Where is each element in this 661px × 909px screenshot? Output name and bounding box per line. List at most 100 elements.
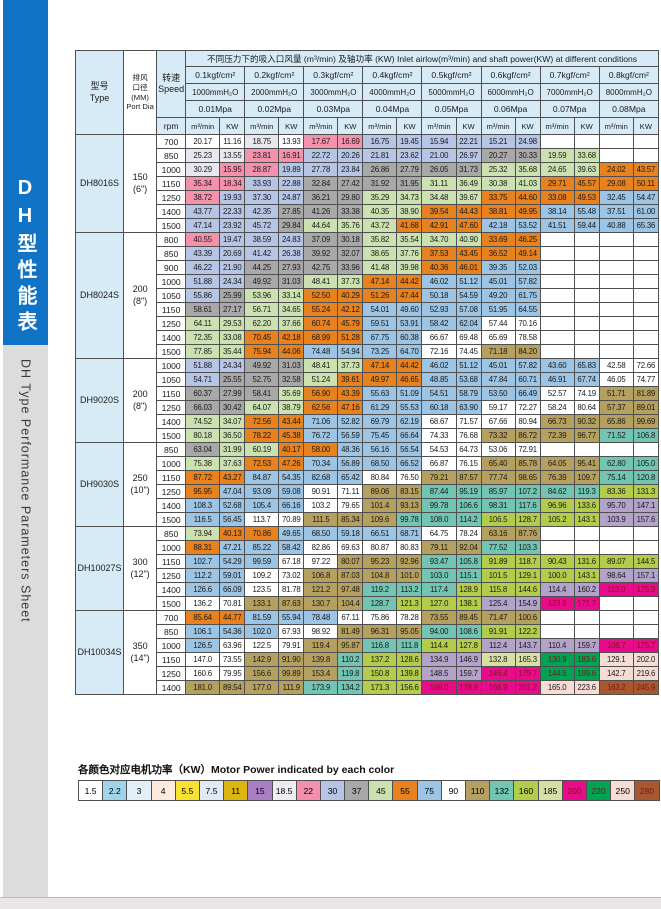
legend-swatch: 18.5 (272, 780, 297, 801)
flow-value-cell: 30.38 (480, 176, 516, 191)
power-value-cell: 52.68 (219, 498, 246, 513)
flow-value-cell: 41.51 (539, 218, 575, 233)
flow-value-cell: 15.21 (480, 134, 516, 149)
power-value-cell: 201.2 (514, 680, 541, 695)
flow-value-cell: 116.8 (362, 638, 398, 653)
power-value-cell: 44.60 (514, 190, 541, 205)
header-row: 0.01Mpa 0.02Mpa 0.03Mpa 0.04Mpa 0.05Mpa 0.06M… (76, 100, 660, 118)
power-value-cell: 57.82 (514, 358, 541, 373)
table-row: 1150 102.7 54.29 99.59 67.18 97.22 80.07 95.23 9… (76, 554, 660, 569)
flow-value-cell: 108.0 (421, 512, 457, 527)
flow-value-cell: 33.93 (244, 176, 280, 191)
flow-value-cell: 40.36 (421, 260, 457, 275)
power-value-cell: 35.44 (219, 344, 246, 359)
speed-cell: 1400 (156, 330, 187, 345)
power-value-cell (632, 260, 660, 275)
power-value-cell: 53.52 (514, 218, 541, 233)
flow-value-cell: 48.41 (303, 358, 339, 373)
flow-value-cell: 58.00 (303, 442, 339, 457)
flow-value-cell: 90.91 (303, 484, 339, 499)
speed-cell: 1000 (156, 358, 187, 373)
table-row: 1500 116.5 56.45 113.7 70.89 111.5 85.34 109.6 9… (76, 512, 660, 527)
sidebar-blue-band: DH型性能表 (3, 0, 48, 345)
legend-swatch: 4 (151, 780, 176, 801)
flow-value-cell: 98.64 (598, 568, 634, 583)
power-value-cell: 43.39 (337, 386, 364, 401)
flow-value-cell: 89.07 (598, 554, 634, 569)
flow-value-cell: 15.94 (421, 134, 457, 149)
flow-value-cell (539, 344, 575, 359)
header-mmh2o: 4000mmH₂O (362, 83, 423, 101)
power-value-cell: 108.6 (455, 624, 482, 639)
power-value-cell: 23.62 (396, 148, 423, 163)
power-value-cell: 51.12 (455, 274, 482, 289)
legend-swatch: 185 (538, 780, 563, 801)
power-value-cell: 78.24 (455, 526, 482, 541)
power-value-cell: 33.08 (219, 330, 246, 345)
flow-value-cell: 87.44 (421, 484, 457, 499)
power-value-cell (573, 610, 600, 625)
header-kgf: 0.8kgf/cm² (598, 66, 660, 84)
power-value-cell: 57.82 (514, 274, 541, 289)
power-value-cell: 95.05 (396, 624, 423, 639)
speed-cell: 1250 (156, 316, 187, 331)
speed-cell: 1150 (156, 176, 187, 191)
sidebar-title-zh: DH型性能表 (14, 177, 36, 337)
power-value-cell (632, 288, 660, 303)
flow-value-cell: 99.59 (244, 554, 280, 569)
flow-value-cell: 51.24 (303, 372, 339, 387)
power-value-cell: 53.91 (396, 316, 423, 331)
flow-value-cell: 117.4 (421, 582, 457, 597)
header-unit-power: KW (396, 117, 423, 135)
flow-value-cell: 108.3 (185, 498, 221, 513)
flow-value-cell: 160.6 (185, 666, 221, 681)
flow-value-cell: 101.5 (480, 568, 516, 583)
flow-value-cell: 64.75 (421, 526, 457, 541)
flow-value-cell: 77.74 (480, 470, 516, 485)
header-model: 型号 Type (74, 50, 125, 135)
power-value-cell: 66.52 (396, 456, 423, 471)
flow-value-cell: 61.29 (362, 400, 398, 415)
power-value-cell: 58.42 (278, 540, 305, 555)
flow-value-cell: 18.75 (244, 134, 280, 149)
table-row: DH10027S 300 (12") 850 73.94 40.13 70.86 49.65 6… (74, 526, 660, 611)
power-value-cell: 74.19 (573, 386, 600, 401)
power-value-cell: 65.42 (337, 470, 364, 485)
flow-value-cell (539, 274, 575, 289)
power-value-cell: 37.73 (337, 358, 364, 373)
power-value-cell: 65.36 (632, 218, 660, 233)
flow-value-cell (539, 232, 575, 247)
flow-value-cell (598, 344, 634, 359)
speed-cell: 1250 (156, 568, 187, 583)
table-row: 1250 112.2 59.01 109.2 73.02 106.8 87.03 104.8 1… (76, 568, 660, 583)
header-mmh2o: 3000mmH₂O (303, 83, 364, 101)
flow-value-cell: 49.97 (362, 372, 398, 387)
flow-value-cell (539, 540, 575, 555)
flow-value-cell: 54.01 (362, 302, 398, 317)
flow-value-cell: 76.39 (539, 470, 575, 485)
power-value-cell: 199.6 (573, 666, 600, 681)
table-title: 不同压力下的吸入口风量 (m³/min) 及轴功率 (KW) Inlet air… (185, 50, 659, 67)
model-cell: DH10027S (74, 526, 125, 611)
table-row: 1400 126.6 66.09 123.5 81.78 121.2 97.48 119.2 1… (76, 582, 660, 597)
flow-value-cell: 60.19 (244, 442, 280, 457)
flow-value-cell: 90.43 (539, 554, 575, 569)
flow-value-cell: 73.25 (362, 344, 398, 359)
flow-value-cell: 47.14 (185, 218, 221, 233)
flow-value-cell: 142.9 (244, 652, 280, 667)
power-value-cell: 39.98 (396, 260, 423, 275)
header-unit-flow: m³/min (598, 117, 634, 135)
flow-value-cell: 66.87 (421, 456, 457, 471)
table-row: 1000 51.88 24.34 49.92 31.03 48.41 37.73 47.14 4… (76, 274, 660, 289)
power-value-cell: 33.68 (573, 148, 600, 163)
power-value-cell: 99.69 (632, 414, 660, 429)
power-value-cell: 11.16 (219, 134, 246, 149)
flow-value-cell: 26.05 (421, 162, 457, 177)
flow-value-cell (598, 316, 634, 331)
flow-value-cell: 31.92 (362, 176, 398, 191)
header-unit-flow: m³/min (480, 117, 516, 135)
legend-swatch: 55 (393, 780, 418, 801)
power-value-cell: 24.87 (278, 190, 305, 205)
speed-cell: 850 (156, 246, 187, 261)
